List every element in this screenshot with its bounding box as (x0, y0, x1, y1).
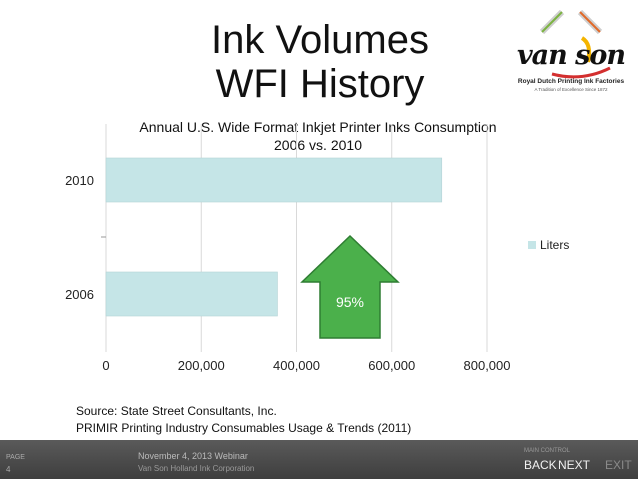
bar (105, 271, 278, 317)
legend-label: Liters (540, 238, 569, 252)
slide-title: Ink Volumes WFI History (150, 18, 490, 106)
legend: Liters (528, 238, 569, 252)
bar-layer (105, 157, 443, 317)
main-control-label: MAIN CONTROL (524, 448, 571, 454)
source-line-1: Source: State Street Consultants, Inc. (76, 404, 277, 418)
van-son-logo: van son Royal Dutch Printing Ink Factori… (512, 9, 630, 100)
slide-title-line-2: WFI History (215, 62, 425, 106)
source-line-2: PRIMIR Printing Industry Consumables Usa… (76, 421, 412, 435)
page-number: 4 (6, 465, 11, 474)
growth-arrow (300, 234, 400, 339)
x-tick-label: 0 (102, 358, 109, 373)
slide-title-line-1: Ink Volumes (211, 18, 429, 62)
y-category-label: 2010 (65, 173, 94, 188)
source-note: Source: State Street Consultants, Inc. P… (76, 403, 411, 437)
y-category-label: 2006 (65, 287, 94, 302)
x-tick-label: 800,000 (464, 358, 511, 373)
x-tick-label: 600,000 (368, 358, 415, 373)
back-button[interactable]: BACK (524, 458, 557, 472)
webinar-date: November 4, 2013 Webinar (138, 451, 248, 461)
exit-button[interactable]: EXIT (605, 458, 632, 472)
logo-subline: A Tradition of Excellence Since 1872 (534, 87, 608, 92)
label-layer: 0 200,000 400,000 600,000 800,000 2010 2006 (65, 173, 510, 373)
bar-chart: Annual U.S. Wide Format Inkjet Printer I… (65, 119, 569, 373)
x-tick-label: 400,000 (273, 358, 320, 373)
page-label: PAGE (6, 454, 25, 461)
x-tick-label: 200,000 (178, 358, 225, 373)
legend-swatch (528, 241, 536, 249)
chart-title: Annual U.S. Wide Format Inkjet Printer I… (139, 119, 496, 135)
chart-subtitle: 2006 vs. 2010 (274, 137, 362, 153)
logo-wordmark: van son (516, 40, 626, 71)
annotation-layer: 95% (300, 234, 400, 339)
next-button[interactable]: NEXT (558, 458, 591, 472)
growth-percent-label: 95% (336, 294, 364, 310)
logo-tagline: Royal Dutch Printing Ink Factories (517, 78, 625, 85)
company-name: Van Son Holland Ink Corporation (138, 464, 255, 473)
footer-bar: PAGE 4 November 4, 2013 Webinar Van Son … (0, 440, 638, 479)
bar (105, 157, 443, 203)
logo-graphic (539, 9, 611, 79)
